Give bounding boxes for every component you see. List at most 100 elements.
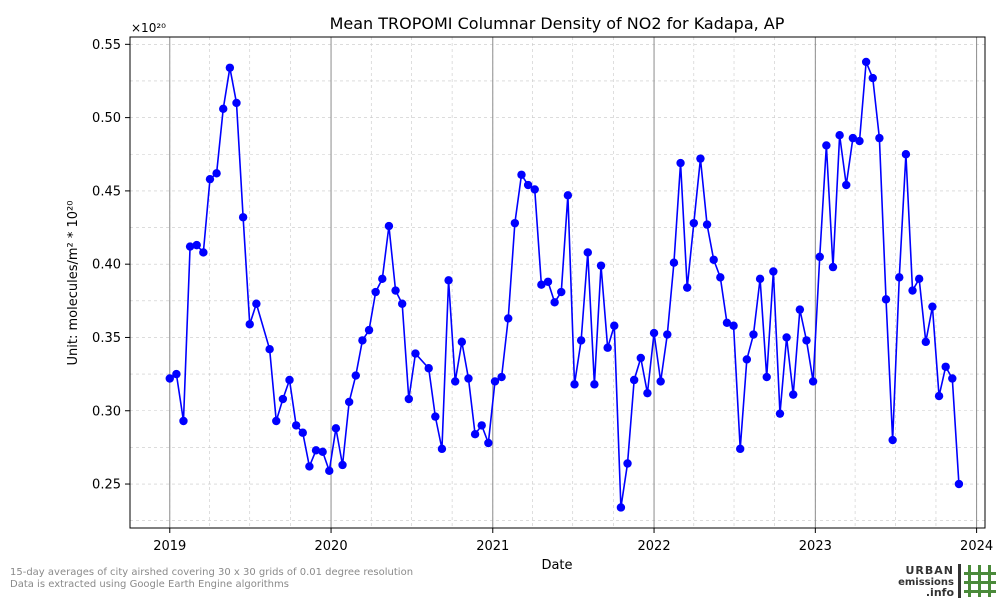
- data-point: [537, 280, 546, 289]
- data-point: [437, 444, 447, 454]
- data-point: [484, 438, 493, 448]
- data-point: [954, 479, 964, 489]
- data-point: [404, 394, 414, 404]
- x-tick-label: 2023: [799, 539, 832, 554]
- plot-frame: [129, 36, 986, 529]
- data-point: [225, 63, 235, 72]
- data-point: [543, 277, 553, 286]
- data-point: [305, 462, 314, 471]
- data-point: [431, 412, 440, 421]
- y-tick-label: 0.45: [92, 184, 121, 199]
- data-point: [583, 248, 592, 257]
- data-point: [397, 299, 407, 308]
- data-point: [464, 374, 473, 383]
- data-point: [424, 364, 433, 373]
- data-point: [444, 276, 453, 285]
- data-point: [868, 73, 877, 83]
- data-point: [238, 213, 248, 222]
- data-point: [311, 446, 321, 455]
- data-point: [179, 416, 188, 426]
- x-tick-label: 2019: [153, 539, 186, 554]
- data-point: [815, 252, 824, 262]
- data-point: [510, 218, 520, 228]
- data-point: [669, 258, 679, 267]
- data-point: [934, 391, 944, 401]
- y-axis-label: Unit: molecules/m² * 10²⁰: [66, 201, 81, 366]
- data-point: [165, 374, 174, 383]
- data-point: [696, 154, 705, 163]
- data-point: [709, 255, 718, 264]
- data-point: [391, 286, 400, 295]
- urban-emissions-logo: URBAN emissions .info: [898, 564, 996, 599]
- data-point: [603, 343, 612, 352]
- data-point: [941, 362, 950, 371]
- data-point: [908, 286, 917, 295]
- logo-grid-bar: [964, 572, 996, 575]
- data-point: [470, 430, 480, 439]
- data-point: [331, 424, 341, 433]
- data-point: [782, 333, 791, 342]
- data-point: [563, 191, 573, 200]
- data-point: [676, 158, 685, 168]
- data-point: [822, 141, 831, 150]
- data-point: [199, 248, 208, 257]
- data-point: [729, 321, 738, 330]
- data-point: [477, 421, 486, 430]
- y-tick-label: 0.25: [92, 478, 121, 493]
- data-point: [358, 336, 367, 345]
- data-point: [272, 416, 281, 426]
- data-point: [742, 355, 752, 364]
- data-point: [861, 57, 871, 67]
- data-point: [550, 298, 559, 307]
- data-point: [722, 318, 732, 328]
- data-point: [716, 273, 725, 282]
- data-point: [835, 131, 844, 140]
- data-point: [351, 371, 360, 380]
- data-point: [682, 283, 692, 292]
- data-point: [285, 375, 294, 385]
- data-point: [808, 377, 818, 386]
- data-point: [457, 337, 467, 347]
- x-axis-label: Date: [541, 558, 572, 573]
- data-point: [451, 377, 460, 386]
- data-point: [629, 375, 639, 385]
- data-point: [656, 377, 665, 386]
- y-tick-label: 0.50: [92, 111, 121, 126]
- data-point: [570, 380, 579, 389]
- y-tick-label: 0.30: [92, 404, 121, 419]
- chart-title: Mean TROPOMI Columnar Density of NO2 for…: [330, 14, 785, 33]
- data-point: [252, 299, 261, 308]
- data-point: [185, 242, 195, 251]
- logo-text-info: .info: [926, 586, 955, 599]
- data-point: [530, 185, 539, 194]
- data-point: [769, 267, 778, 276]
- data-point: [205, 174, 215, 184]
- year-divider-layer: [169, 37, 978, 528]
- data-point: [278, 394, 288, 404]
- x-tick-label: 2024: [960, 539, 993, 554]
- y-tick-label: 0.55: [92, 38, 121, 53]
- data-point: [590, 380, 599, 389]
- data-point: [855, 136, 864, 146]
- data-point: [802, 336, 811, 345]
- data-point: [842, 180, 851, 190]
- data-point: [610, 321, 619, 330]
- data-point: [212, 169, 221, 178]
- x-tick-label: 2022: [638, 539, 671, 554]
- data-point: [914, 274, 924, 284]
- data-point: [755, 274, 765, 284]
- data-point: [875, 133, 884, 143]
- data-point: [504, 314, 513, 323]
- logo-text-emissions: emissions: [898, 577, 954, 588]
- data-point: [172, 369, 181, 379]
- data-point: [928, 302, 937, 311]
- data-point: [219, 104, 228, 114]
- data-point: [881, 295, 891, 304]
- data-point: [298, 428, 307, 437]
- data-point: [616, 503, 626, 512]
- logo-divider-bar: [958, 564, 961, 598]
- data-point: [371, 287, 380, 297]
- data-point: [789, 390, 798, 399]
- data-point: [378, 274, 387, 284]
- data-point: [828, 262, 838, 272]
